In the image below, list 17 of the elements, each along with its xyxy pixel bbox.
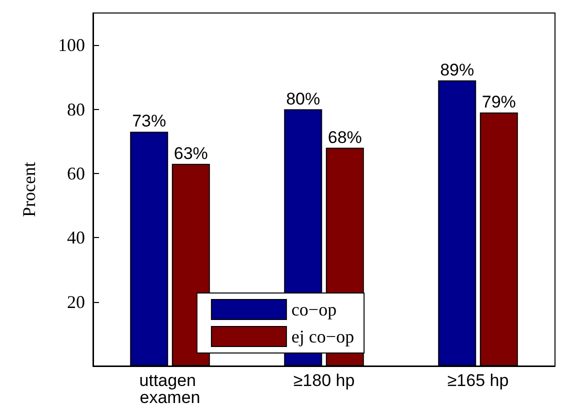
- y-tick-label: 80: [67, 99, 85, 120]
- legend-label: co−op: [291, 300, 337, 320]
- data-label: 63%: [174, 144, 208, 163]
- x-tick-label: ≥180 hp: [293, 371, 355, 390]
- data-label: 79%: [482, 92, 516, 112]
- legend-label: ej co−op: [291, 326, 354, 346]
- y-tick-label: 100: [58, 35, 85, 56]
- y-tick-label: 40: [67, 228, 85, 248]
- data-label: 73%: [132, 112, 166, 131]
- data-label: 68%: [328, 128, 362, 147]
- x-tick-label: uttagen examen: [139, 371, 201, 407]
- x-tick-label: ≥165 hp: [447, 371, 509, 390]
- y-tick-label: 60: [67, 163, 85, 184]
- y-axis-title: Procent: [19, 162, 39, 217]
- data-label: 89%: [440, 60, 474, 80]
- y-tick-label: 20: [67, 292, 85, 312]
- data-label: 80%: [286, 89, 320, 108]
